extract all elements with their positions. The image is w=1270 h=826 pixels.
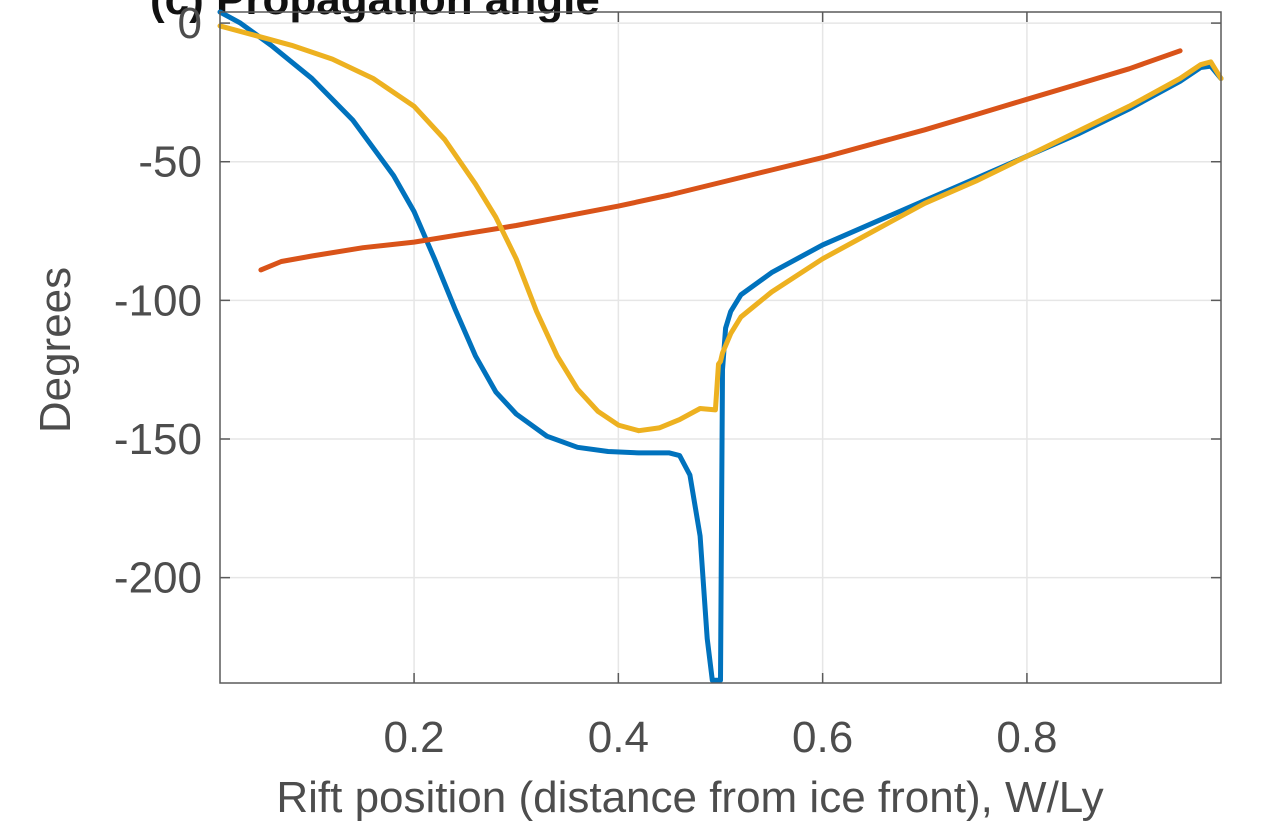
x-tick-label-2: 0.6 [792,713,853,762]
grid [220,12,1221,683]
y-tick-label-1: -50 [138,138,202,187]
x-tick-label-3: 0.8 [996,713,1057,762]
y-tick-label-3: -150 [114,415,202,464]
series-line-3 [217,23,1224,434]
axes-frame [219,11,1222,684]
x-tick-label-0: 0.2 [383,713,444,762]
series-line-2 [258,48,1183,273]
y-tick-label-0: 0 [178,0,202,48]
series-line-1 [217,9,1224,683]
x-axis-label: Rift position (distance from ice front),… [276,773,1103,822]
y-tick-label-4: -200 [114,554,202,603]
x-tick-label-1: 0.4 [588,713,649,762]
y-axis-ticks: 0 -50 -100 -150 -200 [114,0,1221,603]
x-axis-ticks: 0.2 0.4 0.6 0.8 [383,12,1058,762]
plot-box [219,11,1222,684]
series-group [217,9,1224,683]
y-tick-label-2: -100 [114,276,202,325]
y-axis-label: Degrees [31,267,80,433]
